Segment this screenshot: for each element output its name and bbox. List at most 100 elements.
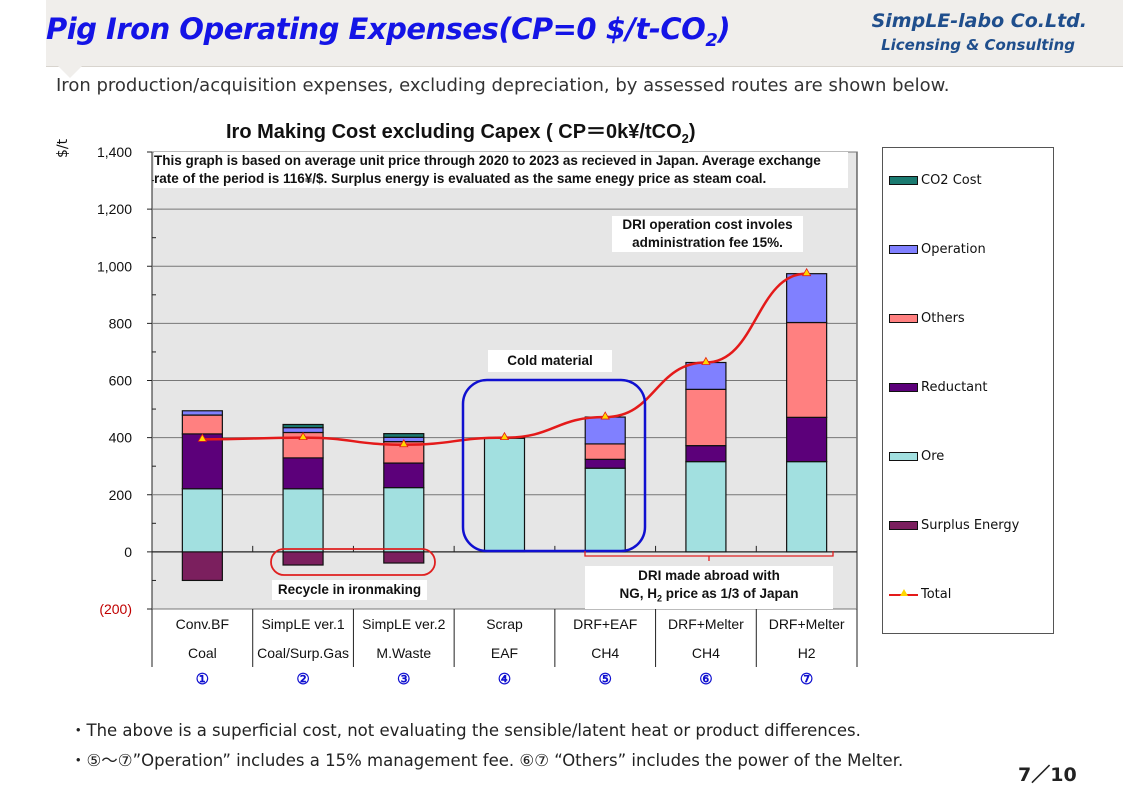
y-tick-label: 0 (124, 544, 132, 560)
dri-abroad-sub: 2 (656, 593, 662, 604)
title-end: ) (717, 12, 731, 46)
bar-segment-reductant (584, 458, 626, 469)
bar-segment-reductant (685, 445, 727, 463)
legend-label: Reductant (921, 380, 988, 395)
legend-marker (900, 588, 908, 596)
footer-bullet-1: ・The above is a superficial cost, not ev… (70, 721, 861, 740)
y-tick-label: 600 (109, 373, 133, 389)
basis-note: This graph is based on average unit pric… (154, 152, 848, 188)
bar-segment-operation (584, 416, 626, 445)
dri-abroad-end: price as 1/3 of Japan (661, 586, 799, 601)
category-label-line1: DRF+Melter (668, 616, 744, 632)
category-label-line1: Conv.BF (176, 616, 229, 632)
total-marker (298, 431, 308, 441)
category-label-line2: Coal (188, 645, 217, 661)
bar-segment-ore (786, 461, 828, 553)
chart-title-sub: 2 (681, 131, 689, 146)
y-tick-label: 800 (109, 315, 133, 331)
page-number: 7／10 (1018, 764, 1077, 786)
legend-swatch (889, 245, 918, 254)
total-marker (399, 438, 409, 448)
bar-segment-others (181, 414, 223, 435)
company-logo: SimpLE-labo Co.Ltd. (871, 10, 1087, 32)
category-label-line2: CH4 (692, 645, 720, 661)
category-label-line1: DRF+EAF (573, 616, 637, 632)
y-tick-label: 200 (109, 487, 133, 503)
page-title: Pig Iron Operating Expenses(CP=0 $/t-CO2… (46, 12, 731, 51)
legend-label: Total (921, 587, 952, 602)
legend-swatch (889, 314, 918, 323)
legend-label: Others (921, 311, 965, 326)
dri-abroad-line1: DRI made abroad with (638, 568, 780, 583)
bar-segment-ore (685, 461, 727, 553)
category-label-number: ② (296, 671, 309, 688)
total-marker (600, 411, 610, 420)
bar-segment-reductant (282, 457, 324, 490)
bar-segment-surplus-energy (383, 551, 425, 564)
bar-segment-operation (282, 427, 324, 434)
bar-segment-others (584, 443, 626, 460)
bar-segment-others (786, 321, 828, 418)
legend-swatch (889, 176, 918, 185)
chart-legend: CO2 Cost Operation Others Reductant Ore Surpl… (882, 147, 1054, 634)
category-label-number: ① (196, 671, 209, 688)
legend-item: Others (889, 311, 965, 326)
bar-segment-surplus-energy (282, 551, 324, 566)
legend-item: Surplus Energy (889, 518, 1019, 533)
bar-segment-reductant (383, 462, 425, 489)
header-notch (58, 66, 82, 78)
legend-swatch (889, 383, 918, 392)
category-label-line1: SimpLE ver.1 (261, 616, 344, 632)
bar-segment-ore (483, 437, 526, 553)
category-label-line1: Scrap (486, 616, 523, 632)
recycle-label: Recycle in ironmaking (272, 580, 427, 600)
chart-title-end: ) (688, 121, 696, 143)
legend-line-swatch (889, 588, 918, 596)
chart-title-text: Iro Making Cost excluding Capex ( CP＝0k¥… (226, 121, 682, 143)
y-tick-label: 1,400 (97, 144, 132, 160)
category-label-number: ⑥ (699, 671, 712, 688)
category-label-number: ⑦ (800, 671, 813, 688)
legend-item: Operation (889, 242, 986, 257)
recycle-outline (270, 548, 436, 576)
chart-title: Iro Making Cost excluding Capex ( CP＝0k¥… (226, 115, 696, 146)
cold-material-outline (461, 378, 647, 553)
bar-segment-ore (584, 467, 626, 553)
dri-abroad-label: DRI made abroad with NG, H2 price as 1/3… (585, 566, 833, 609)
intro-text: Iron production/acquisition expenses, ex… (56, 75, 950, 96)
bar-segment-others (685, 388, 727, 447)
y-tick-label: 1,000 (97, 258, 132, 274)
bar-segment-reductant (786, 416, 828, 463)
legend-item: CO2 Cost (889, 173, 982, 188)
y-tick-label: 1,200 (97, 201, 132, 217)
legend-swatch (889, 521, 918, 530)
category-label-line2: M.Waste (376, 645, 431, 661)
bar-segment-co2-cost (383, 433, 425, 438)
legend-item: Ore (889, 449, 944, 464)
bar-segment-operation (685, 361, 727, 390)
category-label-number: ④ (498, 671, 511, 688)
category-label-number: ③ (397, 671, 410, 688)
bar-segment-operation (786, 273, 828, 324)
legend-label: Surplus Energy (921, 518, 1020, 533)
y-tick-label: 400 (109, 430, 133, 446)
legend-label: Ore (921, 449, 945, 464)
dri-fee-note-line2: administration fee 15%. (632, 235, 783, 250)
dri-fee-note-line1: DRI operation cost involes (622, 217, 793, 232)
dri-abroad-line2: NG, H2 price as 1/3 of Japan (585, 585, 833, 608)
bar-segment-ore (383, 487, 425, 553)
legend-swatch (889, 452, 918, 461)
header-bar (46, 0, 1123, 67)
bar-segment-surplus-energy (181, 551, 223, 582)
legend-item: Reductant (889, 380, 988, 395)
title-text: Pig Iron Operating Expenses(CP=0 $/t-CO (46, 12, 706, 46)
bar-segment-ore (282, 488, 324, 553)
total-marker (499, 431, 510, 441)
total-marker (701, 356, 711, 365)
category-label-line1: SimpLE ver.2 (362, 616, 445, 632)
footer-bullet-2: ・⑤～⑦”Operation” includes a 15% managemen… (70, 751, 904, 770)
y-tick-label: (200) (99, 601, 132, 617)
cold-material-label: Cold material (488, 350, 612, 372)
dri-fee-note: DRI operation cost involes administratio… (612, 216, 803, 252)
